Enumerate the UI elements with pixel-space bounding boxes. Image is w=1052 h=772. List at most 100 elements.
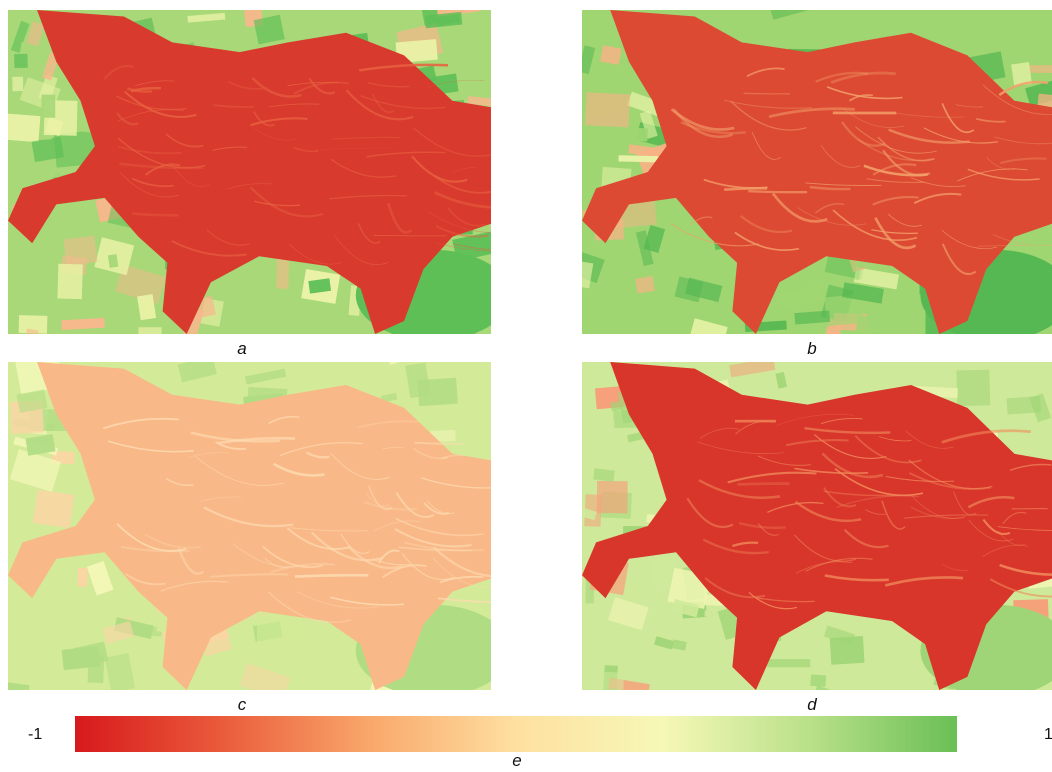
colorbar-min-label: -1: [28, 726, 43, 743]
land-field: [608, 597, 649, 631]
water-streak: [955, 104, 984, 108]
water-streak: [212, 146, 248, 152]
land-field: [610, 401, 623, 412]
water-streak: [968, 519, 1014, 542]
land-field: [31, 136, 65, 163]
water-streak: [849, 94, 873, 102]
water-streak: [865, 509, 886, 515]
water-streak: [414, 441, 464, 445]
land-field: [585, 92, 631, 128]
water-streak: [107, 440, 195, 453]
water-streak: [330, 596, 404, 606]
land-field: [24, 328, 39, 334]
land-field: [639, 110, 658, 139]
land-field: [181, 307, 205, 334]
water-streak: [823, 487, 857, 508]
water-streak: [144, 533, 202, 549]
water-streak: [670, 223, 759, 247]
water-streak: [286, 527, 350, 550]
water-streak: [975, 117, 1006, 123]
water-streak: [686, 497, 734, 529]
land-field: [41, 52, 60, 81]
land-field: [276, 256, 290, 289]
land-field: [635, 276, 655, 294]
land-field: [688, 318, 728, 334]
land-field: [685, 277, 723, 303]
land-field: [77, 568, 88, 587]
land-field: [140, 680, 162, 690]
land-field: [841, 282, 884, 304]
land-field: [424, 11, 463, 29]
water-streak: [382, 446, 404, 450]
land-field: [654, 636, 674, 650]
water-streak: [293, 81, 349, 95]
land-field: [86, 561, 114, 596]
reservoir-water: [8, 362, 491, 690]
land-field: [16, 231, 54, 260]
land-field: [810, 674, 827, 687]
land-field: [829, 636, 865, 665]
water-streak: [368, 485, 393, 510]
water-streak: [739, 215, 793, 234]
water-streak: [757, 522, 780, 536]
water-streak: [126, 87, 153, 93]
land-field: [482, 24, 491, 36]
water-streak: [116, 523, 187, 552]
water-streak: [743, 92, 790, 95]
water-streak: [452, 243, 491, 251]
water-streak: [177, 547, 205, 575]
water-streak: [727, 471, 817, 484]
water-streak: [699, 427, 740, 440]
water-streak: [345, 89, 414, 121]
water-streak: [986, 157, 1015, 170]
water-streak: [117, 137, 206, 169]
land-field: [61, 317, 105, 331]
water-streak: [121, 545, 190, 553]
water-streak: [249, 186, 324, 218]
water-streak: [440, 454, 464, 460]
water-streak: [160, 580, 229, 592]
water-streak: [793, 534, 857, 562]
water-streak: [978, 245, 1027, 247]
water-streak: [904, 514, 989, 519]
water-streak: [373, 520, 421, 532]
water-streak: [866, 178, 925, 183]
water-streak: [855, 126, 937, 154]
water-streak: [330, 452, 390, 481]
land-field: [205, 629, 230, 644]
water-streak: [854, 435, 922, 464]
water-streak: [340, 533, 370, 554]
water-streak: [941, 429, 1031, 444]
water-streak: [696, 441, 784, 454]
water-streak: [885, 476, 955, 482]
land-field: [781, 284, 825, 309]
water-streak: [795, 561, 853, 574]
water-streak: [254, 128, 297, 141]
water-streak: [994, 136, 1052, 145]
water-streak: [215, 441, 247, 451]
water-streak: [998, 80, 1049, 96]
land-field: [671, 599, 700, 618]
water-streak: [690, 216, 713, 226]
water-streak: [272, 462, 325, 477]
water-streak: [730, 100, 807, 131]
water-streak: [132, 212, 180, 217]
land-field: [431, 52, 464, 75]
water-streak: [115, 95, 187, 111]
panel-a-label: a: [237, 339, 247, 358]
water-streak: [296, 591, 378, 609]
land-field: [244, 368, 287, 385]
reservoir-water: [582, 10, 1052, 334]
water-streak: [329, 194, 407, 200]
water-streak: [360, 95, 446, 110]
panel-b-label: b: [807, 339, 817, 358]
water-streak: [941, 102, 975, 134]
land-field: [104, 653, 136, 690]
land-field: [16, 389, 48, 413]
water-streak: [923, 127, 998, 144]
land-field: [626, 127, 648, 142]
panel-c-label: c: [237, 695, 247, 714]
land-field: [61, 646, 101, 671]
water-streak: [118, 145, 182, 155]
water-streak: [834, 468, 924, 497]
